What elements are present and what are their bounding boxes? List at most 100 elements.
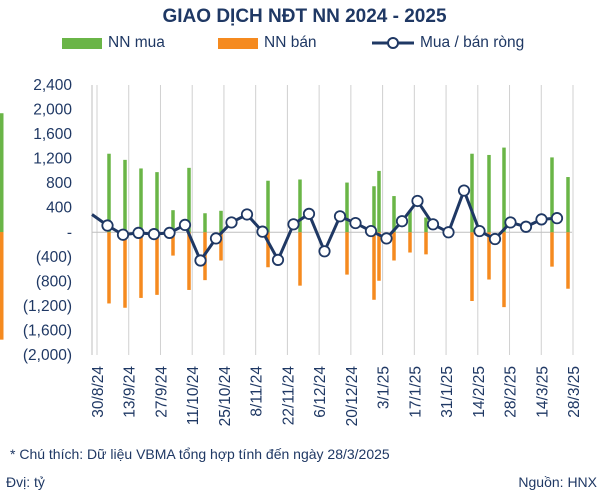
sell-bar <box>107 232 111 304</box>
legend-item-buy: NN mua <box>62 34 165 52</box>
buy-bar <box>377 170 381 233</box>
sell-bar <box>550 232 554 267</box>
net-point <box>147 228 161 241</box>
chart-legend: NN mua NN bán Mua / bán ròng <box>0 34 609 60</box>
buy-bar <box>219 210 223 233</box>
x-tick-label: 14/3/25 <box>534 366 551 418</box>
net-point <box>442 226 455 239</box>
net-point <box>333 210 347 223</box>
net-point <box>302 207 316 220</box>
net-point <box>395 215 409 228</box>
y-tick-label: (800) <box>36 273 72 290</box>
y-tick-label: - <box>67 224 72 241</box>
net-point <box>240 208 254 221</box>
sell-bar <box>171 232 175 256</box>
chart-area: 2,400 2,000 1,600 1,200 800 400 - (400) (800) (1,… <box>0 77 583 427</box>
net-point <box>178 218 192 232</box>
buy-bar <box>0 129 4 233</box>
buy-bar <box>123 159 127 233</box>
buy-bar <box>107 153 111 233</box>
chart-bars <box>0 113 570 340</box>
net-point <box>473 224 486 238</box>
sell-bar <box>345 232 349 275</box>
chart-net-line <box>91 184 564 267</box>
buy-bar <box>266 180 270 233</box>
net-point <box>380 232 393 245</box>
buy-bar <box>203 213 207 233</box>
x-tick-label: 31/1/25 <box>439 366 456 418</box>
net-point <box>163 226 176 239</box>
sell-bar <box>219 232 223 261</box>
legend-item-sell: NN bán <box>218 34 317 52</box>
x-tick-label: 11/10/24 <box>185 366 202 426</box>
net-point <box>349 216 362 230</box>
x-tick-label: 17/1/25 <box>407 366 424 418</box>
chart-x-axis: 30/8/24 13/9/24 27/9/24 11/10/24 25/10/24 8/1… <box>90 366 583 427</box>
buy-bar <box>345 182 349 233</box>
y-tick-label: (1,200) <box>23 298 72 315</box>
net-point <box>364 224 378 238</box>
y-tick-label: 1,200 <box>33 151 72 168</box>
legend-label-net: Mua / bán ròng <box>420 34 525 51</box>
net-point <box>550 212 564 225</box>
buy-bar <box>408 210 412 233</box>
buy-bar <box>155 172 159 233</box>
x-tick-label: 20/12/24 <box>344 366 361 427</box>
sell-bar <box>155 232 159 295</box>
sell-bar <box>123 232 127 308</box>
x-tick-label: 27/9/24 <box>153 366 170 418</box>
buy-bar <box>298 179 302 233</box>
legend-label-buy: NN mua <box>108 34 165 51</box>
net-point <box>116 228 130 241</box>
sell-bar <box>392 232 396 261</box>
x-tick-label: 22/11/24 <box>280 366 297 426</box>
sell-bar <box>487 232 491 280</box>
y-tick-label: 2,000 <box>33 102 72 119</box>
legend-swatch-net <box>372 37 414 49</box>
x-tick-label: 6/12/24 <box>312 366 329 418</box>
sell-bar <box>372 232 376 300</box>
x-tick-label: 28/2/25 <box>503 366 520 418</box>
net-point <box>488 232 502 246</box>
legend-swatch-buy <box>62 37 102 49</box>
buy-bar <box>372 186 376 233</box>
sell-bar <box>266 232 270 268</box>
sell-bar <box>377 232 381 281</box>
unit-label: Đvị: tỷ <box>6 474 45 490</box>
chart-grid <box>91 85 574 355</box>
legend-label-sell: NN bán <box>264 34 317 51</box>
legend-item-net: Mua / bán ròng <box>370 34 524 52</box>
chart-title: GIAO DỊCH NĐT NN 2024 - 2025 <box>162 6 447 27</box>
net-point <box>101 219 114 232</box>
x-tick-label: 25/10/24 <box>217 366 234 427</box>
x-tick-label: 14/2/25 <box>471 366 488 418</box>
y-tick-label: 2,400 <box>33 77 72 94</box>
net-point <box>132 226 145 239</box>
net-point <box>426 218 440 231</box>
y-tick-label: (400) <box>36 249 72 266</box>
buy-bar <box>566 177 570 233</box>
net-point <box>225 216 238 229</box>
sell-bar <box>139 232 143 298</box>
sell-bar <box>298 232 302 286</box>
y-tick-label: 1,600 <box>33 126 72 143</box>
net-point <box>411 194 424 208</box>
buy-bar <box>139 168 143 233</box>
x-tick-label: 8/11/24 <box>249 366 266 417</box>
net-point <box>271 253 285 266</box>
buy-bar <box>171 210 175 233</box>
net-point <box>194 254 207 267</box>
x-tick-label: 13/9/24 <box>122 366 139 418</box>
sell-bar <box>0 232 4 322</box>
sell-bar <box>187 232 191 290</box>
net-point <box>318 245 331 258</box>
chart-y-axis: 2,400 2,000 1,600 1,200 800 400 - (400) (800) (1,… <box>23 77 72 364</box>
net-point <box>519 220 533 233</box>
buy-bar <box>502 147 506 233</box>
sell-bar <box>502 232 506 308</box>
y-tick-label: 400 <box>46 200 72 217</box>
source-label: Nguồn: HNX <box>518 474 597 490</box>
x-tick-label: 30/8/24 <box>90 366 107 418</box>
buy-bar <box>550 157 554 233</box>
net-point <box>209 232 223 245</box>
